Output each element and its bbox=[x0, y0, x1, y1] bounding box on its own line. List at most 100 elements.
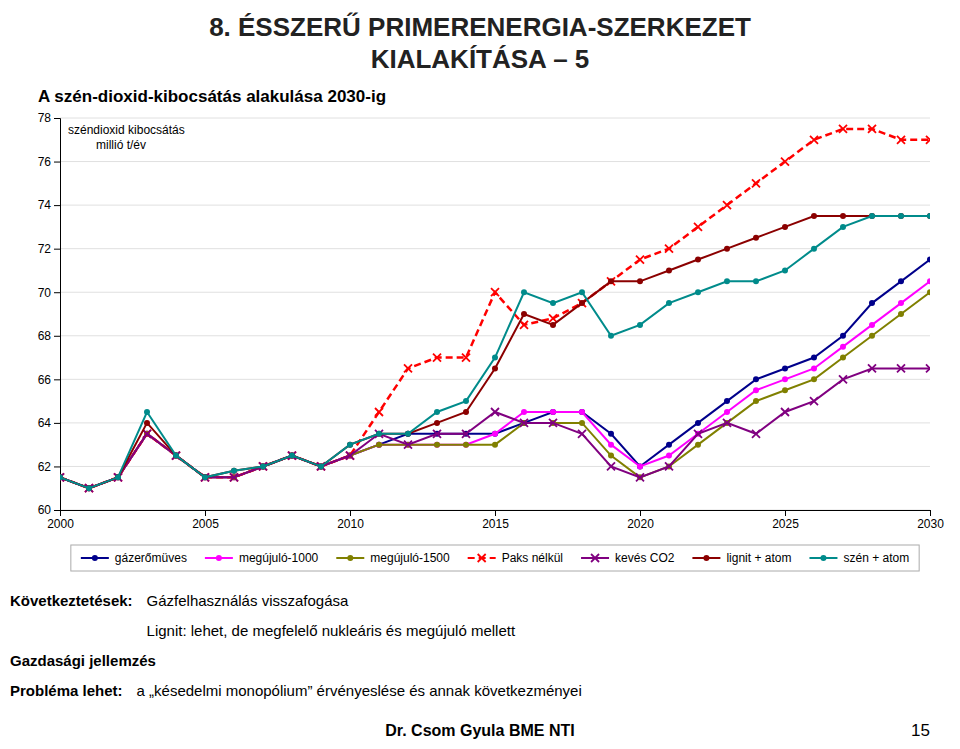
point bbox=[608, 442, 614, 448]
point bbox=[86, 485, 92, 491]
point bbox=[666, 453, 672, 459]
series-line bbox=[60, 292, 930, 488]
point bbox=[115, 474, 121, 480]
point bbox=[376, 431, 382, 437]
legend-marker bbox=[703, 555, 709, 561]
point bbox=[231, 468, 237, 474]
point bbox=[230, 473, 238, 481]
point bbox=[318, 463, 324, 469]
point bbox=[375, 430, 383, 438]
y-tick-label: 66 bbox=[38, 373, 52, 387]
point bbox=[492, 365, 498, 371]
point bbox=[492, 442, 498, 448]
point bbox=[202, 474, 208, 480]
point bbox=[405, 431, 411, 437]
grid-line bbox=[60, 422, 930, 423]
point bbox=[60, 473, 64, 481]
point bbox=[695, 289, 701, 295]
series bbox=[60, 213, 930, 491]
point bbox=[491, 408, 499, 416]
point bbox=[637, 278, 643, 284]
legend-label: megújuló-1500 bbox=[370, 551, 450, 565]
point bbox=[114, 473, 122, 481]
point bbox=[782, 376, 788, 382]
point bbox=[608, 453, 614, 459]
point bbox=[144, 409, 150, 415]
point bbox=[927, 278, 930, 284]
series-line bbox=[60, 216, 930, 488]
marks bbox=[60, 125, 930, 492]
point bbox=[521, 409, 527, 415]
point bbox=[173, 453, 179, 459]
x-tick-mark bbox=[640, 510, 641, 516]
point bbox=[85, 484, 93, 492]
point bbox=[810, 136, 818, 144]
subtitle: A szén-dioxid-kibocsátás alakulása 2030-… bbox=[38, 87, 386, 106]
legend-marker bbox=[216, 555, 222, 561]
point bbox=[869, 333, 875, 339]
y-tick-label: 70 bbox=[38, 286, 52, 300]
point bbox=[753, 376, 759, 382]
point bbox=[839, 375, 847, 383]
point bbox=[782, 365, 788, 371]
point bbox=[579, 420, 585, 426]
series-line bbox=[60, 281, 930, 488]
point bbox=[753, 278, 759, 284]
x-tick: 2030 bbox=[917, 510, 944, 531]
point bbox=[173, 453, 179, 459]
point bbox=[926, 136, 930, 144]
annotation: Lignit: lehet, de megfelelő nukleáris és… bbox=[147, 622, 516, 639]
point bbox=[926, 364, 930, 372]
point bbox=[346, 452, 354, 460]
point bbox=[115, 474, 121, 480]
annotation: Gazdasági jellemzés bbox=[10, 652, 156, 669]
point bbox=[781, 408, 789, 416]
grid-line bbox=[60, 161, 930, 162]
x-tick: 2025 bbox=[772, 510, 799, 531]
legend-item: kevés CO2 bbox=[581, 551, 675, 565]
x-tick-label: 2030 bbox=[917, 517, 944, 531]
point bbox=[637, 463, 643, 469]
legend-label: Paks nélkül bbox=[502, 551, 563, 565]
point bbox=[840, 213, 846, 219]
y-tick-label: 62 bbox=[38, 460, 52, 474]
point bbox=[144, 420, 150, 426]
point bbox=[376, 442, 382, 448]
y-tick-mark bbox=[54, 249, 60, 250]
point bbox=[637, 463, 643, 469]
point bbox=[724, 278, 730, 284]
point bbox=[752, 179, 760, 187]
point bbox=[811, 376, 817, 382]
point bbox=[927, 213, 930, 219]
y-tick: 76 bbox=[38, 155, 60, 169]
y-tick: 62 bbox=[38, 460, 60, 474]
point bbox=[608, 431, 614, 437]
point bbox=[752, 430, 760, 438]
point bbox=[376, 442, 382, 448]
y-axis-line bbox=[54, 119, 61, 511]
point bbox=[260, 463, 266, 469]
point bbox=[753, 387, 759, 393]
point bbox=[781, 158, 789, 166]
point bbox=[463, 409, 469, 415]
y-tick: 60 bbox=[38, 503, 60, 517]
point bbox=[637, 322, 643, 328]
point bbox=[898, 300, 904, 306]
point bbox=[318, 463, 324, 469]
y-tick: 64 bbox=[38, 416, 60, 430]
point bbox=[318, 463, 324, 469]
point bbox=[579, 289, 585, 295]
point bbox=[521, 311, 527, 317]
point bbox=[840, 344, 846, 350]
legend-label: lignit + atom bbox=[726, 551, 791, 565]
y-tick-label: 74 bbox=[38, 198, 52, 212]
x-tick: 2010 bbox=[337, 510, 364, 531]
point bbox=[868, 364, 876, 372]
legend-marker bbox=[347, 555, 353, 561]
y-axis: 60626466687072747678 bbox=[38, 111, 61, 517]
point bbox=[462, 354, 470, 362]
legend-label: megújuló-1000 bbox=[239, 551, 319, 565]
y-tick: 66 bbox=[38, 373, 60, 387]
chart: 8. ÉSSZERŰ PRIMERENERGIA-SZERKEZETKIALAK… bbox=[0, 0, 960, 749]
x-tick-label: 2000 bbox=[47, 517, 74, 531]
